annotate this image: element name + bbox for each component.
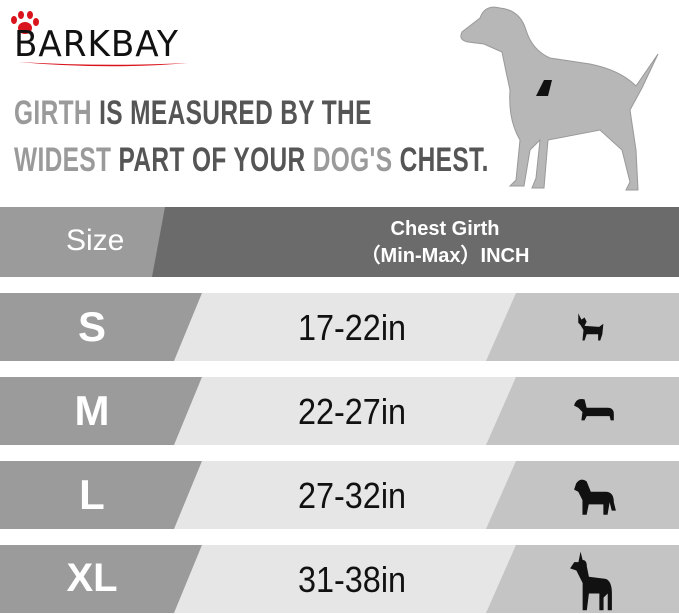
pointer-dog-illustration [460,6,659,191]
header-girth-title: Chest Girth [390,218,500,240]
headline-line-1: GIRTH IS MEASURED BY THE [14,94,372,133]
chest-girth-range: 17-22in [297,306,407,348]
headline-text: GIRTH [14,94,100,132]
headline-text: PART OF YOUR [118,141,313,179]
paw-icon [11,11,39,34]
size-cell-bg [0,377,202,445]
size-label: M [74,386,110,434]
brand-logo [11,11,188,67]
headline-text: MEASURED BY THE [130,94,372,132]
size-cell-bg [0,545,202,613]
size-row: L 27-32in [0,461,679,529]
size-row: S 17-22in [0,293,679,361]
labrador-icon [574,479,616,515]
size-label: S [77,302,106,350]
size-row: XL 31-38in [0,545,679,613]
header-chest-girth: Chest Girth （Min-Max）INCH [330,216,560,270]
great-dane-icon [570,551,612,611]
headline-text: IS [99,94,131,132]
headline-text: CHEST. [399,141,489,179]
chest-girth-range: 27-32in [297,474,407,516]
size-cell-bg [0,461,202,529]
headline-text: WIDEST [14,141,119,179]
size-cell-bg [0,293,202,361]
brand-logo-text: BARKBAY [14,24,179,65]
chihuahua-icon [578,313,604,341]
dachshund-icon [574,398,614,421]
size-row: M 22-27in [0,377,679,445]
chest-girth-range: 22-27in [297,390,407,432]
headline-line-2: WIDEST PART OF YOUR DOG'S CHEST. [14,141,489,180]
header-size: Size [66,224,125,257]
header-girth-unit: （Min-Max）INCH [360,245,530,267]
chest-girth-range: 31-38in [297,558,407,600]
size-label: XL [66,556,118,600]
size-label: L [79,470,105,518]
headline-text: DOG'S [312,141,400,179]
